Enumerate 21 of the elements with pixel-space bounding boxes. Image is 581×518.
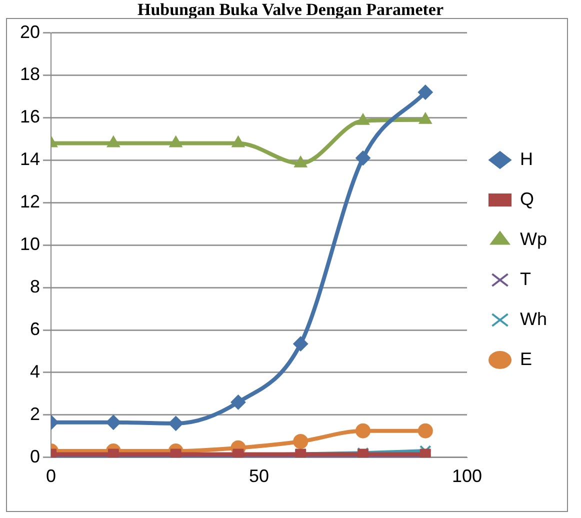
x-tick-label: 50 <box>248 466 270 486</box>
y-tick-label: 0 <box>30 446 40 466</box>
y-tick-label: 2 <box>30 404 40 424</box>
legend-label: H <box>520 148 533 169</box>
y-tick-label: 12 <box>20 192 40 212</box>
legend-label: T <box>520 268 531 289</box>
legend-label: Wp <box>520 228 547 249</box>
y-tick-label: 20 <box>20 22 40 42</box>
y-tick-label: 4 <box>30 361 40 382</box>
x-tick-label: 100 <box>452 466 482 486</box>
legend-label: Wh <box>520 308 547 329</box>
y-tick-label: 16 <box>20 106 40 127</box>
y-tick-label: 14 <box>20 149 40 170</box>
x-tick-label: 0 <box>46 466 56 486</box>
y-tick-label: 6 <box>30 318 40 339</box>
legend-label: Q <box>520 188 534 209</box>
chart-title: Hubungan Buka Valve Dengan Parameter <box>136 0 445 20</box>
y-tick-label: 18 <box>20 64 40 84</box>
y-tick-label: 10 <box>20 234 40 254</box>
legend-label: E <box>520 348 532 369</box>
y-tick-label: 8 <box>30 276 40 297</box>
